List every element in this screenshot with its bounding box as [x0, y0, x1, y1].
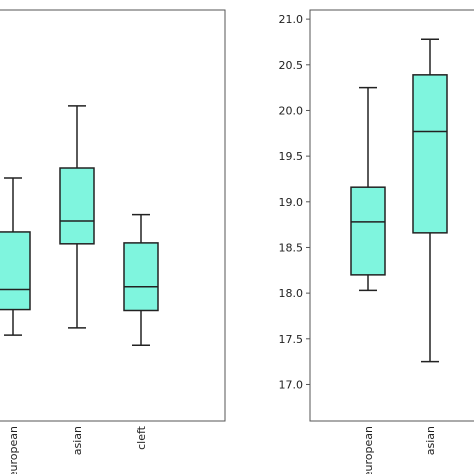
y-tick-label: 18.5: [279, 241, 304, 254]
box: [412, 74, 448, 234]
y-tick-label: 17.5: [279, 333, 304, 346]
x-tick-label: asian: [71, 426, 84, 455]
y-tick-label: 20.0: [279, 104, 304, 117]
y-tick-label: 18.0: [279, 287, 304, 300]
box: [0, 231, 31, 311]
y-tick-label: 21.0: [279, 13, 304, 26]
x-tick-label: asian: [424, 426, 437, 455]
box: [350, 186, 386, 276]
x-tick-label: european: [7, 426, 20, 474]
y-tick-label: 20.5: [279, 59, 304, 72]
box: [123, 242, 159, 312]
plot-frame: [0, 9, 226, 422]
plot-frame: [309, 9, 474, 422]
x-tick-label: cleft: [135, 425, 148, 450]
x-tick-label: european: [362, 426, 375, 474]
box: [59, 167, 95, 245]
y-tick-label: 19.0: [279, 196, 304, 209]
y-tick-label: 19.5: [279, 150, 304, 163]
y-tick-label: 17.0: [279, 378, 304, 391]
